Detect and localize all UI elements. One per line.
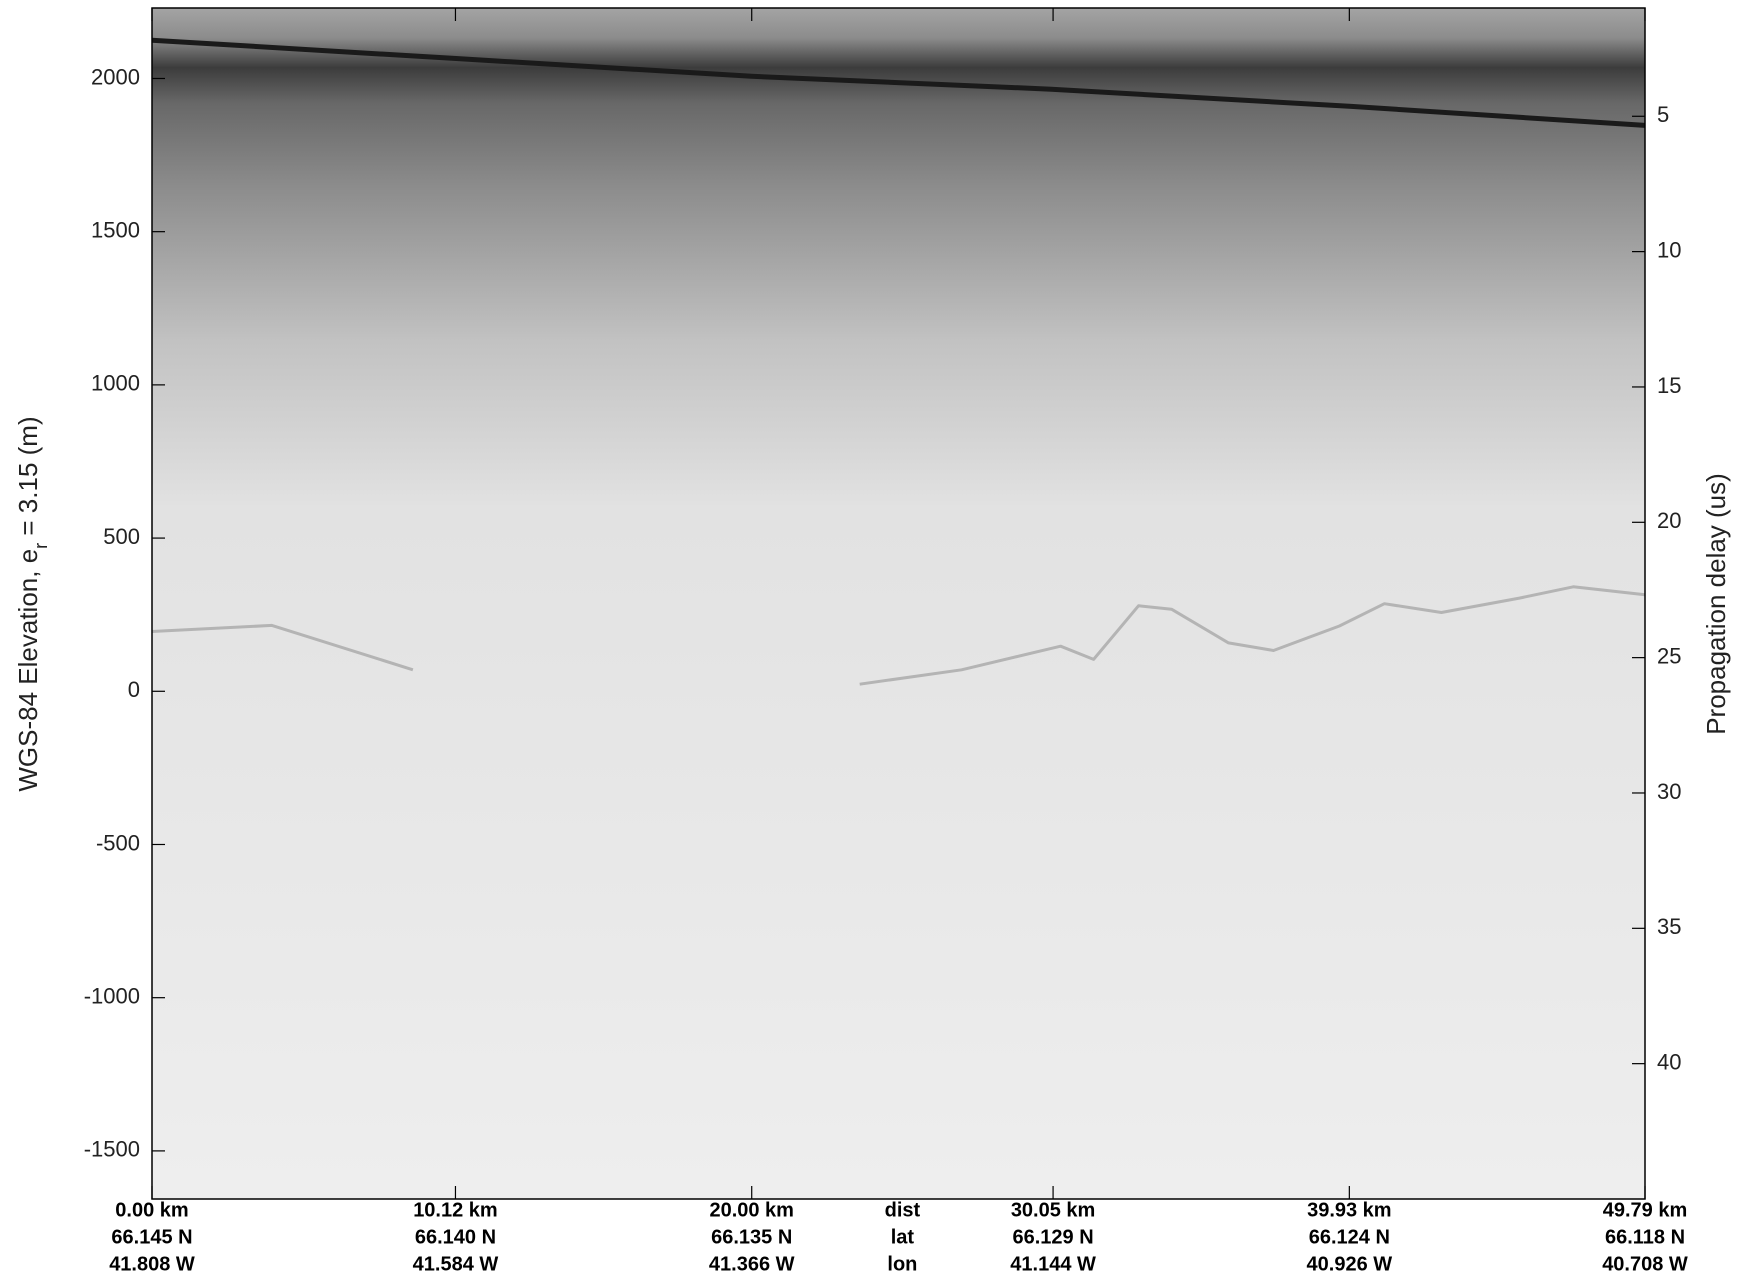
plot-marks: [151, 37, 1646, 686]
y2-tick-label: 15: [1657, 373, 1681, 398]
x-tick-label: 0.00 km: [115, 1199, 188, 1221]
x-tick-label: 10.12 km: [413, 1199, 498, 1221]
plot-frame: [151, 7, 1646, 1200]
series-line: [151, 585, 1646, 686]
y-tick-label: 1000: [91, 371, 140, 396]
y-axis-label-tail: = 3.15 (m): [13, 416, 43, 542]
lon-label: 40.708 W: [1602, 1253, 1688, 1275]
y2-tick-label: 30: [1657, 779, 1681, 804]
lon-label: 40.926 W: [1307, 1253, 1393, 1275]
lon-label: 41.366 W: [709, 1253, 795, 1275]
x-tick-label: 30.05 km: [1011, 1199, 1096, 1221]
lat-label: 66.118 N: [1605, 1226, 1685, 1248]
y-tick-label: -1500: [84, 1137, 140, 1162]
x-tick-label: 20.00 km: [709, 1199, 794, 1221]
y2-tick-label: 35: [1657, 914, 1681, 939]
x-row-label: lat: [891, 1226, 915, 1248]
y-tick-label: 2000: [91, 64, 140, 89]
y2-tick-label: 20: [1657, 508, 1681, 533]
x-row-label: lon: [887, 1253, 917, 1275]
y2-tick-label: 25: [1657, 643, 1681, 668]
y-tick-label: -1000: [84, 984, 140, 1009]
series-line: [151, 37, 1646, 128]
echogram: [152, 8, 1645, 1199]
lat-label: 66.140 N: [415, 1226, 496, 1248]
lon-label: 41.584 W: [413, 1253, 499, 1275]
y-tick-label: 500: [103, 524, 140, 549]
lon-label: 41.808 W: [109, 1253, 195, 1275]
lon-label: 41.144 W: [1010, 1253, 1096, 1275]
lat-label: 66.145 N: [111, 1226, 192, 1248]
y-tick-label: -500: [96, 830, 140, 855]
y-axis-label-main: WGS-84 Elevation, e: [13, 549, 43, 792]
lat-label: 66.135 N: [711, 1226, 792, 1248]
lat-label: 66.129 N: [1012, 1226, 1093, 1248]
y2-tick-label: 40: [1657, 1049, 1681, 1074]
y-tick-label: 0: [128, 677, 140, 702]
y-tick-label: 1500: [91, 217, 140, 242]
lat-label: 66.124 N: [1309, 1226, 1390, 1248]
y2-tick-label: 10: [1657, 237, 1681, 262]
x-tick-label: 39.93 km: [1307, 1199, 1392, 1221]
y-axis-label-sub: r: [31, 543, 51, 549]
x-row-label: dist: [885, 1199, 921, 1221]
x-tick-label: 49.79 km: [1603, 1199, 1688, 1221]
y2-tick-label: 5: [1657, 102, 1669, 127]
y-axis-label: WGS-84 Elevation, er = 3.15 (m): [13, 416, 51, 791]
y2-axis-label: Propagation delay (us): [1701, 473, 1731, 735]
